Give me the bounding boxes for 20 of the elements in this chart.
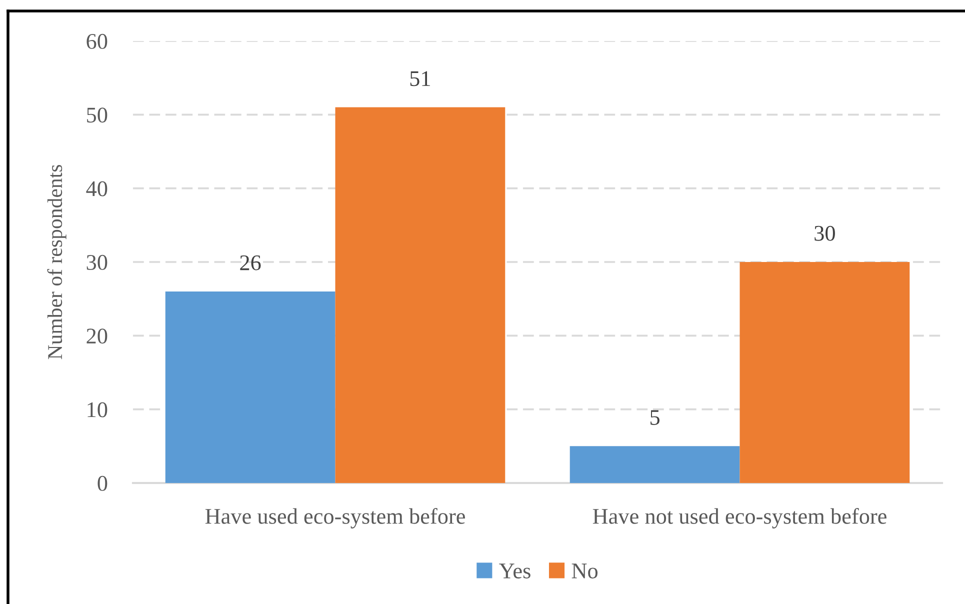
data-label: 26: [240, 255, 261, 270]
y-axis-title: Number of respondents: [47, 164, 66, 360]
y-tick-label: 50: [87, 108, 108, 123]
y-tick-label: 20: [86, 328, 108, 344]
y-tick-label: 0: [98, 476, 108, 491]
y-tick-label: 10: [88, 402, 108, 418]
data-label: 51: [410, 71, 430, 86]
legend-label: Yes: [499, 564, 530, 578]
legend-label: No: [572, 564, 598, 578]
y-tick-label: 30: [86, 254, 108, 270]
data-label: 5: [650, 410, 660, 425]
data-label: 30: [814, 226, 835, 241]
x-tick-label: Have not used eco-system before: [592, 508, 886, 528]
y-tick-label: 40: [86, 181, 108, 196]
bar: [570, 446, 740, 483]
bar: [165, 291, 336, 483]
bar: [335, 107, 506, 483]
x-tick-label: Have used eco-system before: [205, 508, 465, 528]
bar: [740, 262, 910, 483]
y-tick-label: 60: [86, 34, 108, 49]
